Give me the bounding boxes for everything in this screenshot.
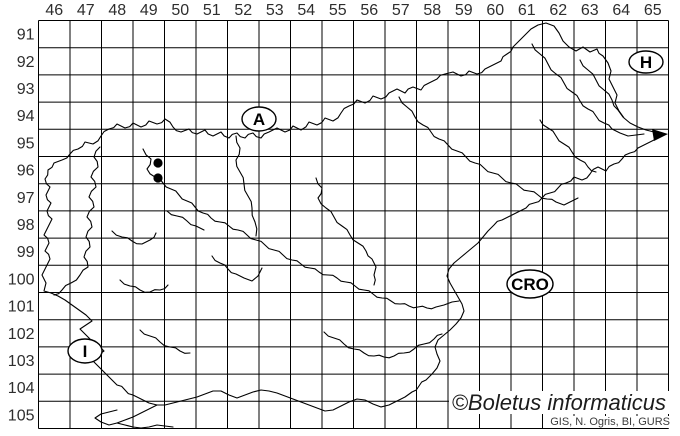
x-axis-label: 62 [549,2,567,19]
river [531,43,645,137]
x-axis-label: 54 [297,2,315,19]
x-axis-label: 59 [455,2,473,19]
x-axis-label: 55 [329,2,347,19]
coastline [116,422,174,429]
y-axis-label: 97 [17,190,35,207]
y-axis-label: 95 [17,135,35,152]
y-axis-label: 99 [17,244,35,261]
river [111,230,157,245]
y-axis-label: 103 [8,353,35,370]
y-axis-label: 101 [8,299,35,316]
y-axis-label: 96 [17,163,35,180]
y-axis-label: 102 [8,326,35,343]
country-ellipse [67,338,103,364]
east-tip-mark [652,129,668,141]
river [211,255,263,282]
x-axis-label: 63 [581,2,599,19]
coastline [94,404,158,426]
river [315,177,377,286]
slovenia-border [41,22,663,412]
river [579,59,624,118]
country-label: I [83,342,88,361]
occurrence-dots [153,158,163,183]
country-ellipse [241,106,277,132]
occurrence-dot [153,173,163,183]
x-axis-label: 46 [45,2,63,19]
x-axis-label: 56 [360,2,378,19]
x-axis-label: 51 [203,2,221,19]
x-axis-label: 49 [140,2,158,19]
river [119,279,169,293]
x-axis-label: 58 [423,2,441,19]
x-axis-label: 47 [77,2,95,19]
river [166,210,205,231]
y-axis-label: 104 [8,380,35,397]
country-labels: A H CRO I [67,50,664,364]
y-axis-label: 100 [8,271,35,288]
y-axis-labels: 91 92 93 94 95 96 97 98 99 100 101 102 103 104 105 [8,27,35,425]
mtb-grid [38,20,669,429]
country-ellipse [506,269,554,299]
river [142,148,460,310]
river [323,331,443,359]
country-label: H [640,53,652,72]
x-axis-label: 52 [234,2,252,19]
x-axis-label: 61 [518,2,536,19]
y-axis-label: 91 [17,27,35,44]
x-axis-label: 53 [266,2,284,19]
attribution-text: GIS, N. Ogris, BI, GURS [548,415,672,428]
country-ellipse [628,50,664,74]
copyright-text: ©Boletus informaticus [448,391,669,414]
country-label: CRO [511,275,549,294]
y-axis-label: 94 [17,108,35,125]
y-axis-label: 92 [17,54,35,71]
slovenia-outline [41,22,668,429]
river [139,329,191,354]
x-axis-label: 64 [612,2,630,19]
x-axis-label: 60 [486,2,504,19]
x-axis-label: 57 [392,2,410,19]
country-label: A [253,110,265,129]
river [539,119,597,173]
occurrence-dot [153,158,163,168]
river [398,96,579,206]
river [235,135,258,237]
river [53,146,101,296]
x-axis-label: 65 [644,2,662,19]
rivers [53,43,645,359]
x-axis-label: 50 [171,2,189,19]
x-axis-labels: 46 47 48 49 50 51 52 53 54 55 56 57 58 59 60 61 62 63 64 65 [45,2,661,19]
y-axis-label: 93 [17,81,35,98]
x-axis-label: 48 [108,2,126,19]
y-axis-label: 98 [17,217,35,234]
y-axis-label: 105 [8,407,35,424]
